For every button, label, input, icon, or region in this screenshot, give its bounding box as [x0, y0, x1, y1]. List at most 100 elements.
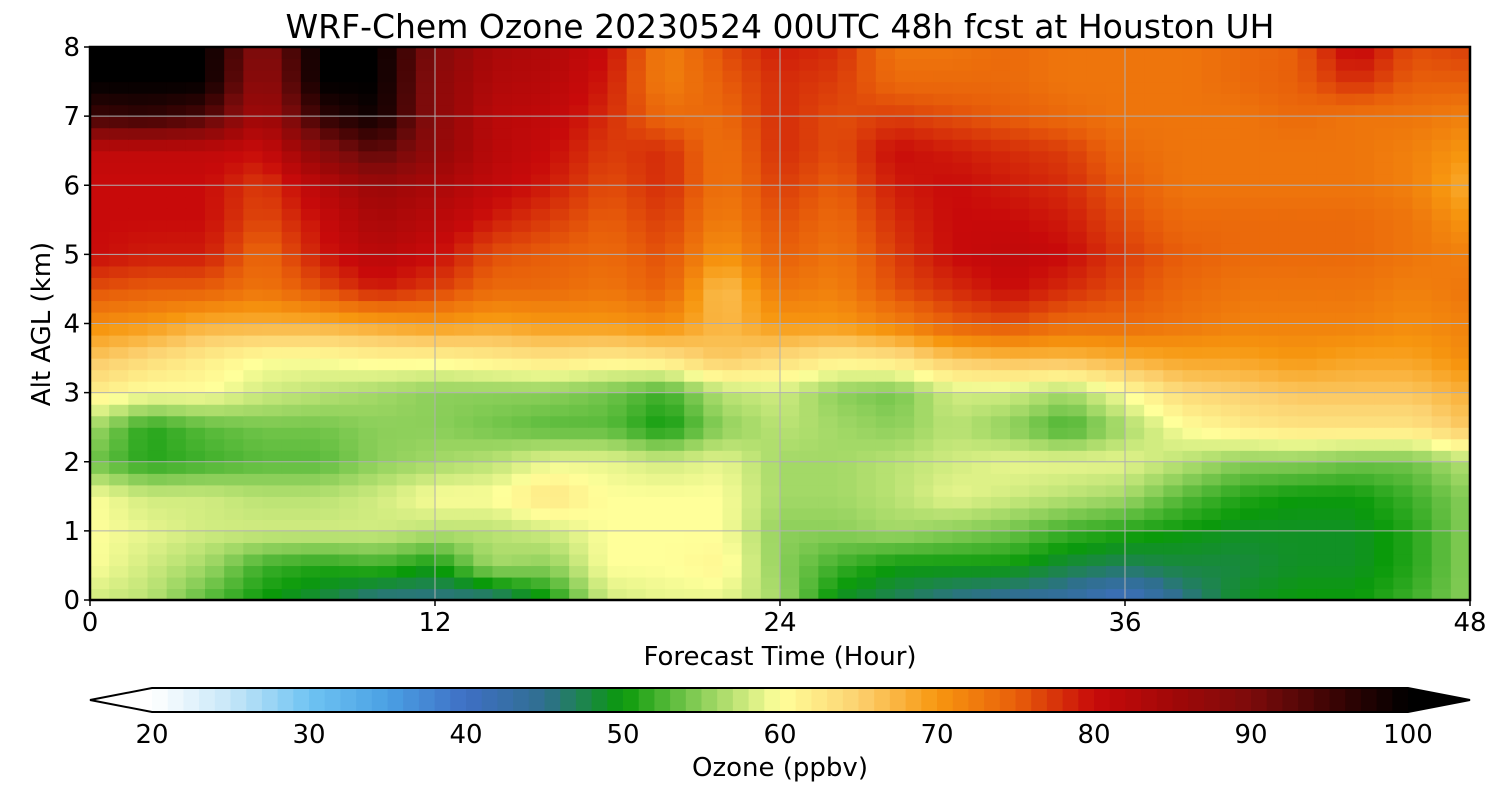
heatmap-cell: [1144, 311, 1164, 325]
heatmap-cell: [1105, 231, 1126, 244]
heatmap-cell: [1086, 127, 1107, 140]
heatmap-cell: [339, 323, 359, 336]
heatmap-cell: [320, 484, 340, 497]
heatmap-cell: [837, 415, 858, 428]
heatmap-cell: [1450, 415, 1471, 428]
heatmap-cell: [645, 323, 666, 336]
heatmap-cell: [530, 162, 551, 175]
heatmap-cell: [799, 288, 819, 302]
heatmap-cell: [205, 127, 225, 140]
heatmap-cell: [1297, 288, 1318, 302]
heatmap-cell: [339, 219, 359, 232]
heatmap-cell: [1374, 588, 1394, 601]
heatmap-cell: [492, 507, 513, 520]
heatmap-cell: [1010, 473, 1030, 486]
heatmap-cell: [530, 415, 551, 428]
heatmap-cell: [1048, 81, 1069, 94]
heatmap-cell: [1355, 219, 1375, 232]
heatmap-cell: [454, 461, 474, 474]
heatmap-cell: [396, 208, 417, 221]
heatmap-cell: [626, 208, 647, 221]
heatmap-cell: [645, 265, 666, 279]
heatmap-cell: [703, 81, 724, 94]
heatmap-cell: [818, 335, 839, 348]
heatmap-cell: [1431, 196, 1452, 209]
colorbar-ticks: 20 30 40 50 60 70 80 90 100: [135, 720, 1432, 750]
heatmap-cell: [128, 450, 149, 463]
heatmap-cell: [185, 127, 206, 140]
heatmap-cell: [1374, 254, 1394, 267]
heatmap-cell: [243, 381, 264, 394]
heatmap-cell: [1374, 576, 1394, 590]
heatmap-cell: [933, 196, 954, 209]
heatmap-cell: [1201, 265, 1222, 279]
heatmap-cell: [1450, 254, 1471, 267]
heatmap-cell: [1431, 415, 1452, 428]
heatmap-cell: [626, 553, 647, 567]
heatmap-cell: [722, 507, 743, 520]
heatmap-cell: [1105, 404, 1126, 417]
heatmap-cell: [415, 427, 436, 440]
heatmap-cell: [454, 565, 474, 578]
heatmap-cell: [1431, 162, 1452, 175]
heatmap-cell: [799, 242, 819, 255]
heatmap-cell: [780, 415, 800, 428]
heatmap-cell: [837, 162, 858, 175]
heatmap-cell: [741, 311, 762, 325]
heatmap-cell: [1010, 219, 1030, 232]
heatmap-cell: [990, 185, 1011, 198]
heatmap-cell: [530, 427, 551, 440]
heatmap-cell: [185, 381, 206, 394]
heatmap-cell: [990, 381, 1011, 394]
heatmap-cell: [530, 576, 551, 590]
heatmap-cell: [588, 427, 609, 440]
heatmap-cell: [818, 542, 839, 555]
heatmap-cell: [990, 219, 1011, 232]
heatmap-cell: [607, 427, 628, 440]
heatmap-cell: [722, 288, 743, 302]
heatmap-cell: [1163, 127, 1184, 140]
heatmap-cell: [224, 392, 244, 405]
heatmap-cell: [128, 427, 149, 440]
heatmap-cell: [1010, 288, 1030, 302]
heatmap-cell: [1297, 415, 1318, 428]
heatmap-cell: [971, 381, 992, 394]
heatmap-cell: [626, 81, 647, 94]
heatmap-cell: [1393, 323, 1414, 336]
heatmap-cell: [684, 196, 704, 209]
heatmap-cell: [760, 185, 781, 198]
heatmap-cell: [339, 427, 359, 440]
heatmap-cell: [1240, 173, 1260, 186]
heatmap-cell: [1010, 519, 1030, 532]
colorbar-segment: [324, 688, 341, 712]
heatmap-cell: [511, 484, 532, 497]
heatmap-cell: [1125, 473, 1145, 486]
heatmap-cell: [492, 219, 513, 232]
heatmap-cell: [952, 231, 973, 244]
heatmap-cell: [760, 323, 781, 336]
heatmap-cell: [300, 185, 321, 198]
heatmap-cell: [396, 450, 417, 463]
heatmap-cell: [224, 484, 244, 497]
heatmap-cell: [952, 369, 973, 382]
heatmap-cell: [243, 565, 264, 578]
heatmap-cell: [550, 381, 570, 394]
heatmap-cell: [281, 81, 302, 94]
heatmap-cell: [837, 219, 858, 232]
heatmap-cell: [1182, 231, 1203, 244]
heatmap-cell: [1316, 565, 1337, 578]
heatmap-cell: [952, 496, 973, 509]
heatmap-cell: [569, 162, 589, 175]
heatmap-cell: [550, 254, 570, 267]
heatmap-cell: [780, 588, 800, 601]
heatmap-cell: [626, 427, 647, 440]
heatmap-cell: [109, 496, 129, 509]
heatmap-cell: [1431, 335, 1452, 348]
heatmap-cell: [300, 565, 321, 578]
heatmap-cell: [473, 553, 494, 567]
heatmap-cell: [645, 93, 666, 106]
heatmap-cell: [166, 173, 187, 186]
heatmap-cell: [1374, 519, 1394, 532]
heatmap-cell: [760, 196, 781, 209]
heatmap-cell: [1374, 323, 1394, 336]
